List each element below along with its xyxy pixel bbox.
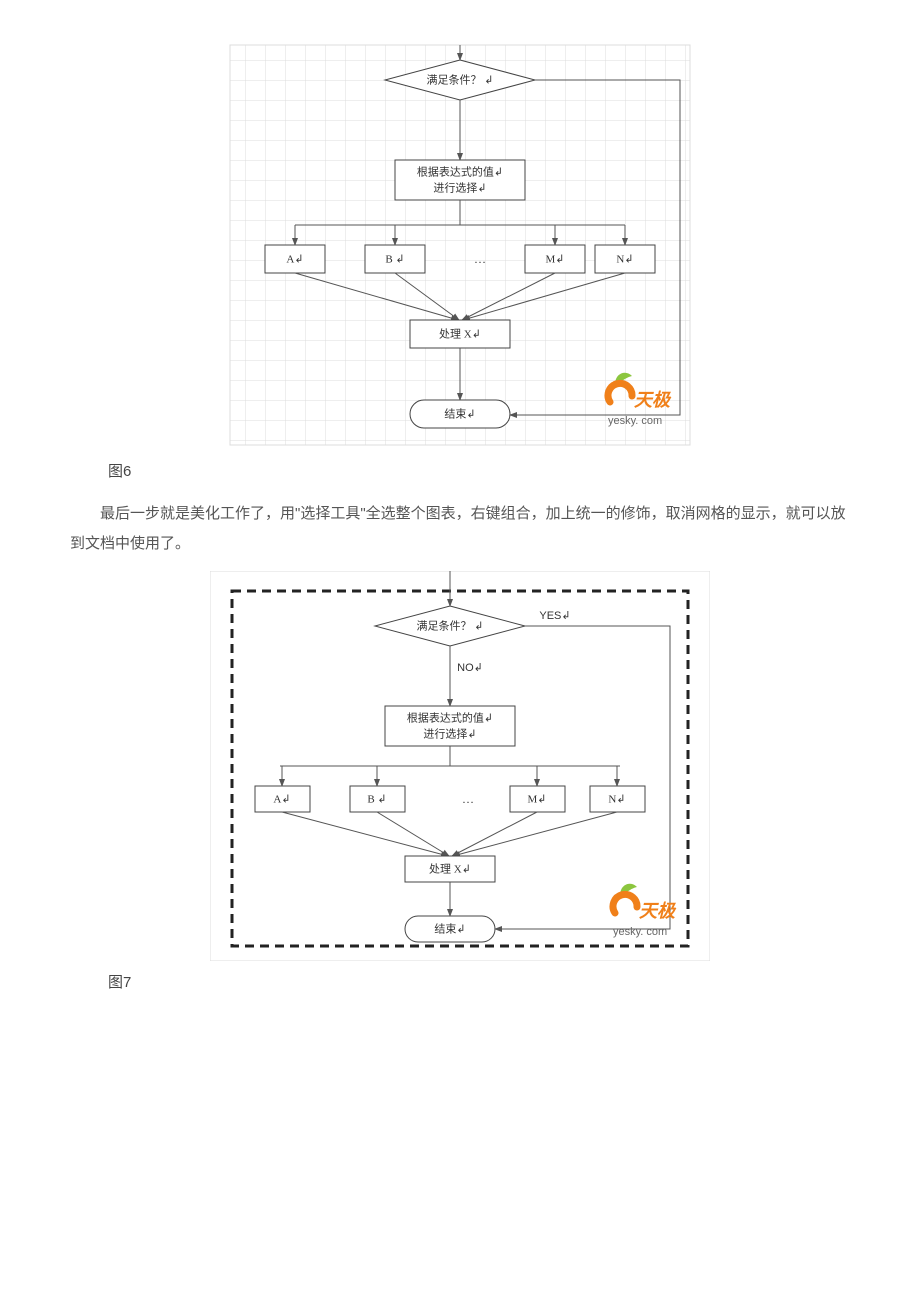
select-line2: 进行选择↲ (433, 181, 486, 195)
svg-text:N↲: N↲ (616, 254, 633, 266)
select-node: 根据表达式的值↲ 进行选择↲ (385, 706, 515, 746)
paragraph-text: 最后一步就是美化工作了，用"选择工具"全选整个图表，右键组合，加上统一的修饰，取… (70, 499, 850, 559)
svg-text:处理 X↲: 处理 X↲ (439, 328, 481, 341)
figure-7-flowchart: 满足条件？ ↲ YES↲ NO↲ 根据表达式的值↲ 进行选择↲ A↲ (210, 571, 710, 961)
select-node: 根据表达式的值↲ 进行选择↲ (395, 160, 525, 200)
branch-b: B ↲ (350, 786, 405, 812)
figure-7-container: 满足条件？ ↲ YES↲ NO↲ 根据表达式的值↲ 进行选择↲ A↲ (70, 571, 850, 961)
yes-label: YES↲ (539, 610, 570, 622)
svg-text:B ↲: B ↲ (385, 254, 404, 266)
svg-text:B ↲: B ↲ (367, 794, 386, 806)
svg-text:结束↲: 结束↲ (444, 408, 475, 421)
select-line1: 根据表达式的值↲ (417, 165, 503, 179)
figure-7-caption: 图7 (78, 971, 850, 992)
svg-text:天极: 天极 (634, 390, 672, 410)
svg-text:根据表达式的值↲: 根据表达式的值↲ (407, 711, 493, 725)
branch-n: N↲ (590, 786, 645, 812)
branch-n: N↲ (595, 245, 655, 273)
svg-text:yesky. com: yesky. com (608, 415, 662, 427)
svg-text:满足条件？ ↲: 满足条件？ ↲ (417, 619, 484, 633)
ellipsis: … (462, 792, 474, 806)
figure-6-container: 满足条件？ ↲ 根据表达式的值↲ 进行选择↲ A↲ (70, 40, 850, 450)
svg-text:N↲: N↲ (608, 794, 625, 806)
branch-m: M↲ (525, 245, 585, 273)
decision-label: 满足条件？ ↲ (427, 73, 494, 87)
process-node: 处理 X↲ (410, 320, 510, 348)
branch-a: A↲ (265, 245, 325, 273)
svg-text:yesky. com: yesky. com (613, 926, 667, 938)
branch-b: B ↲ (365, 245, 425, 273)
figure-6-caption: 图6 (78, 460, 850, 481)
ellipsis: … (474, 252, 486, 266)
svg-text:A↲: A↲ (273, 794, 290, 806)
no-label: NO↲ (457, 662, 483, 674)
branch-m: M↲ (510, 786, 565, 812)
end-node: 结束↲ (405, 916, 495, 942)
svg-text:天极: 天极 (639, 901, 677, 921)
branch-a: A↲ (255, 786, 310, 812)
svg-text:结束↲: 结束↲ (434, 923, 465, 936)
figure-6-flowchart: 满足条件？ ↲ 根据表达式的值↲ 进行选择↲ A↲ (225, 40, 695, 450)
svg-text:A↲: A↲ (286, 254, 303, 266)
svg-text:M↲: M↲ (528, 794, 547, 806)
svg-text:处理 X↲: 处理 X↲ (429, 863, 471, 876)
svg-text:M↲: M↲ (546, 254, 565, 266)
end-node: 结束↲ (410, 400, 510, 428)
document-page: 满足条件？ ↲ 根据表达式的值↲ 进行选择↲ A↲ (0, 0, 920, 1210)
process-node: 处理 X↲ (405, 856, 495, 882)
svg-text:进行选择↲: 进行选择↲ (423, 727, 476, 741)
